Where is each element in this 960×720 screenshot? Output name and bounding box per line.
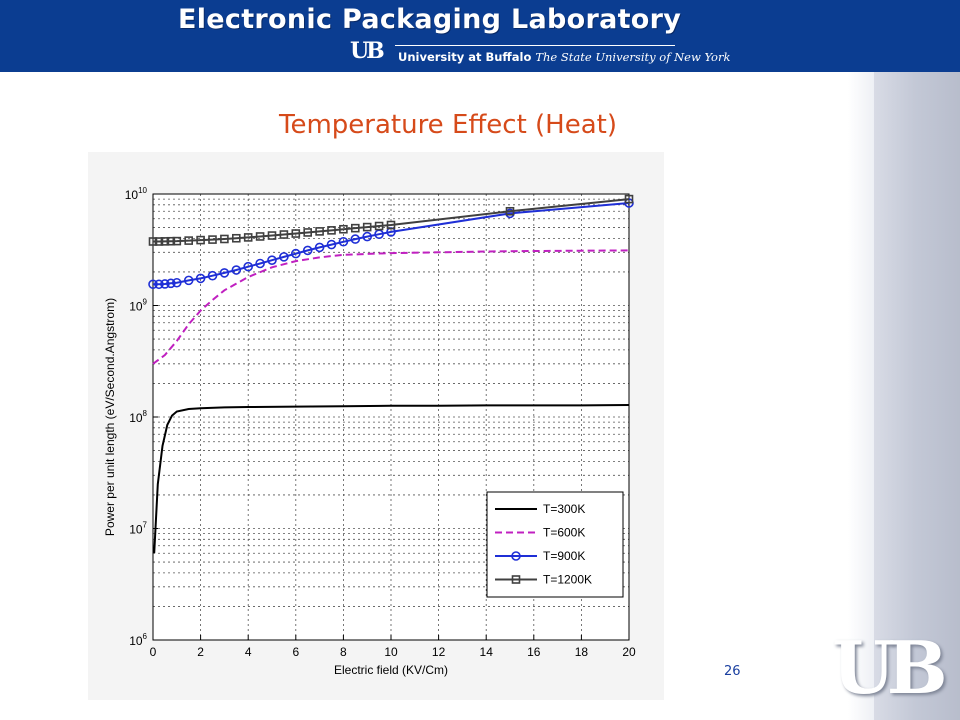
data-point [231, 265, 242, 275]
x-tick-label: 6 [292, 645, 299, 659]
data-point [243, 233, 253, 242]
y-tick-label: 108 [129, 409, 147, 425]
data-point [172, 236, 182, 246]
data-point [624, 194, 634, 204]
data-point [219, 268, 230, 278]
data-point [243, 261, 253, 272]
data-point [154, 237, 164, 246]
temperature-effect-chart: 0 2 4 6 8 10 12 14 16 18 20 106 107 108 109 1010 Electri… [103, 186, 636, 677]
data-point [255, 258, 265, 269]
y-tick-label: 109 [129, 298, 147, 314]
data-point [291, 248, 301, 259]
legend-label: T=600K [543, 526, 585, 540]
data-point [327, 226, 336, 235]
slide-title: Temperature Effect (Heat) [278, 110, 617, 140]
data-point [160, 279, 170, 289]
data-point [207, 270, 218, 281]
series-t-300k [153, 404, 630, 554]
series-line [153, 198, 630, 243]
data-point [291, 229, 301, 238]
data-point [196, 235, 205, 245]
data-point [505, 206, 515, 216]
data-point [315, 227, 324, 236]
data-point [172, 277, 182, 288]
x-tick-label: 12 [432, 645, 446, 659]
x-tick-label: 18 [575, 645, 589, 659]
series-t-900k [148, 198, 634, 290]
y-tick-label: 107 [129, 521, 147, 537]
data-point [279, 230, 289, 239]
y-axis-label: Power per unit length (eV/Second.Angstro… [103, 298, 117, 536]
data-point [374, 221, 384, 231]
data-point [362, 222, 372, 232]
x-tick-label: 0 [150, 645, 157, 659]
x-tick-label: 4 [245, 645, 252, 659]
x-axis-label: Electric field (KV/Cm) [334, 663, 448, 677]
data-point [166, 236, 176, 246]
lab-title: Electronic Packaging Laboratory [178, 4, 682, 35]
series-line [153, 404, 630, 554]
x-tick-label: 20 [622, 645, 636, 659]
data-point [267, 255, 277, 265]
ub-logo: UB [832, 625, 948, 710]
data-point [184, 236, 193, 245]
data-point [160, 237, 170, 246]
legend-label: T=300K [543, 502, 585, 516]
y-tick-label: 1010 [125, 186, 148, 202]
data-point [220, 234, 229, 244]
data-point [326, 239, 337, 250]
data-point [267, 231, 277, 240]
header-rule [395, 45, 675, 46]
data-point [195, 273, 206, 284]
legend-label: T=1200K [543, 573, 592, 587]
data-point [362, 231, 373, 242]
series-line [153, 202, 630, 286]
data-point [303, 228, 312, 237]
header-banner: Electronic Packaging Laboratory UB Unive… [0, 0, 960, 72]
right-band-edge [848, 72, 874, 720]
ub-mark: UB [350, 38, 385, 64]
series-t-1200k [148, 194, 634, 246]
university-name: University at Buffalo [398, 50, 532, 64]
data-point [314, 242, 325, 253]
university-line: University at Buffalo The State Universit… [398, 50, 730, 64]
data-point [208, 235, 217, 244]
data-point [166, 278, 176, 289]
series-line [152, 249, 630, 365]
legend-marker [511, 551, 521, 561]
data-point [279, 252, 289, 262]
page-number: 26 [724, 664, 741, 679]
data-point [386, 220, 396, 230]
x-tick-label: 2 [197, 645, 204, 659]
data-point [232, 233, 241, 243]
x-tick-label: 8 [340, 645, 347, 659]
data-point [154, 279, 164, 290]
y-tick-label: 106 [129, 632, 147, 648]
data-point [148, 237, 158, 246]
university-subtitle: The State University of New York [535, 50, 731, 64]
data-point [302, 245, 313, 256]
series-t-600k [152, 249, 630, 365]
x-tick-label: 14 [480, 645, 494, 659]
legend-label: T=900K [543, 549, 585, 563]
x-tick-label: 10 [384, 645, 398, 659]
x-tick-label: 16 [527, 645, 541, 659]
data-point [350, 234, 361, 244]
data-point [350, 223, 360, 233]
legend-marker [511, 575, 521, 584]
data-point [338, 236, 349, 247]
data-point [255, 232, 265, 241]
data-point [339, 224, 348, 234]
data-point [148, 279, 158, 290]
data-point [183, 275, 194, 286]
